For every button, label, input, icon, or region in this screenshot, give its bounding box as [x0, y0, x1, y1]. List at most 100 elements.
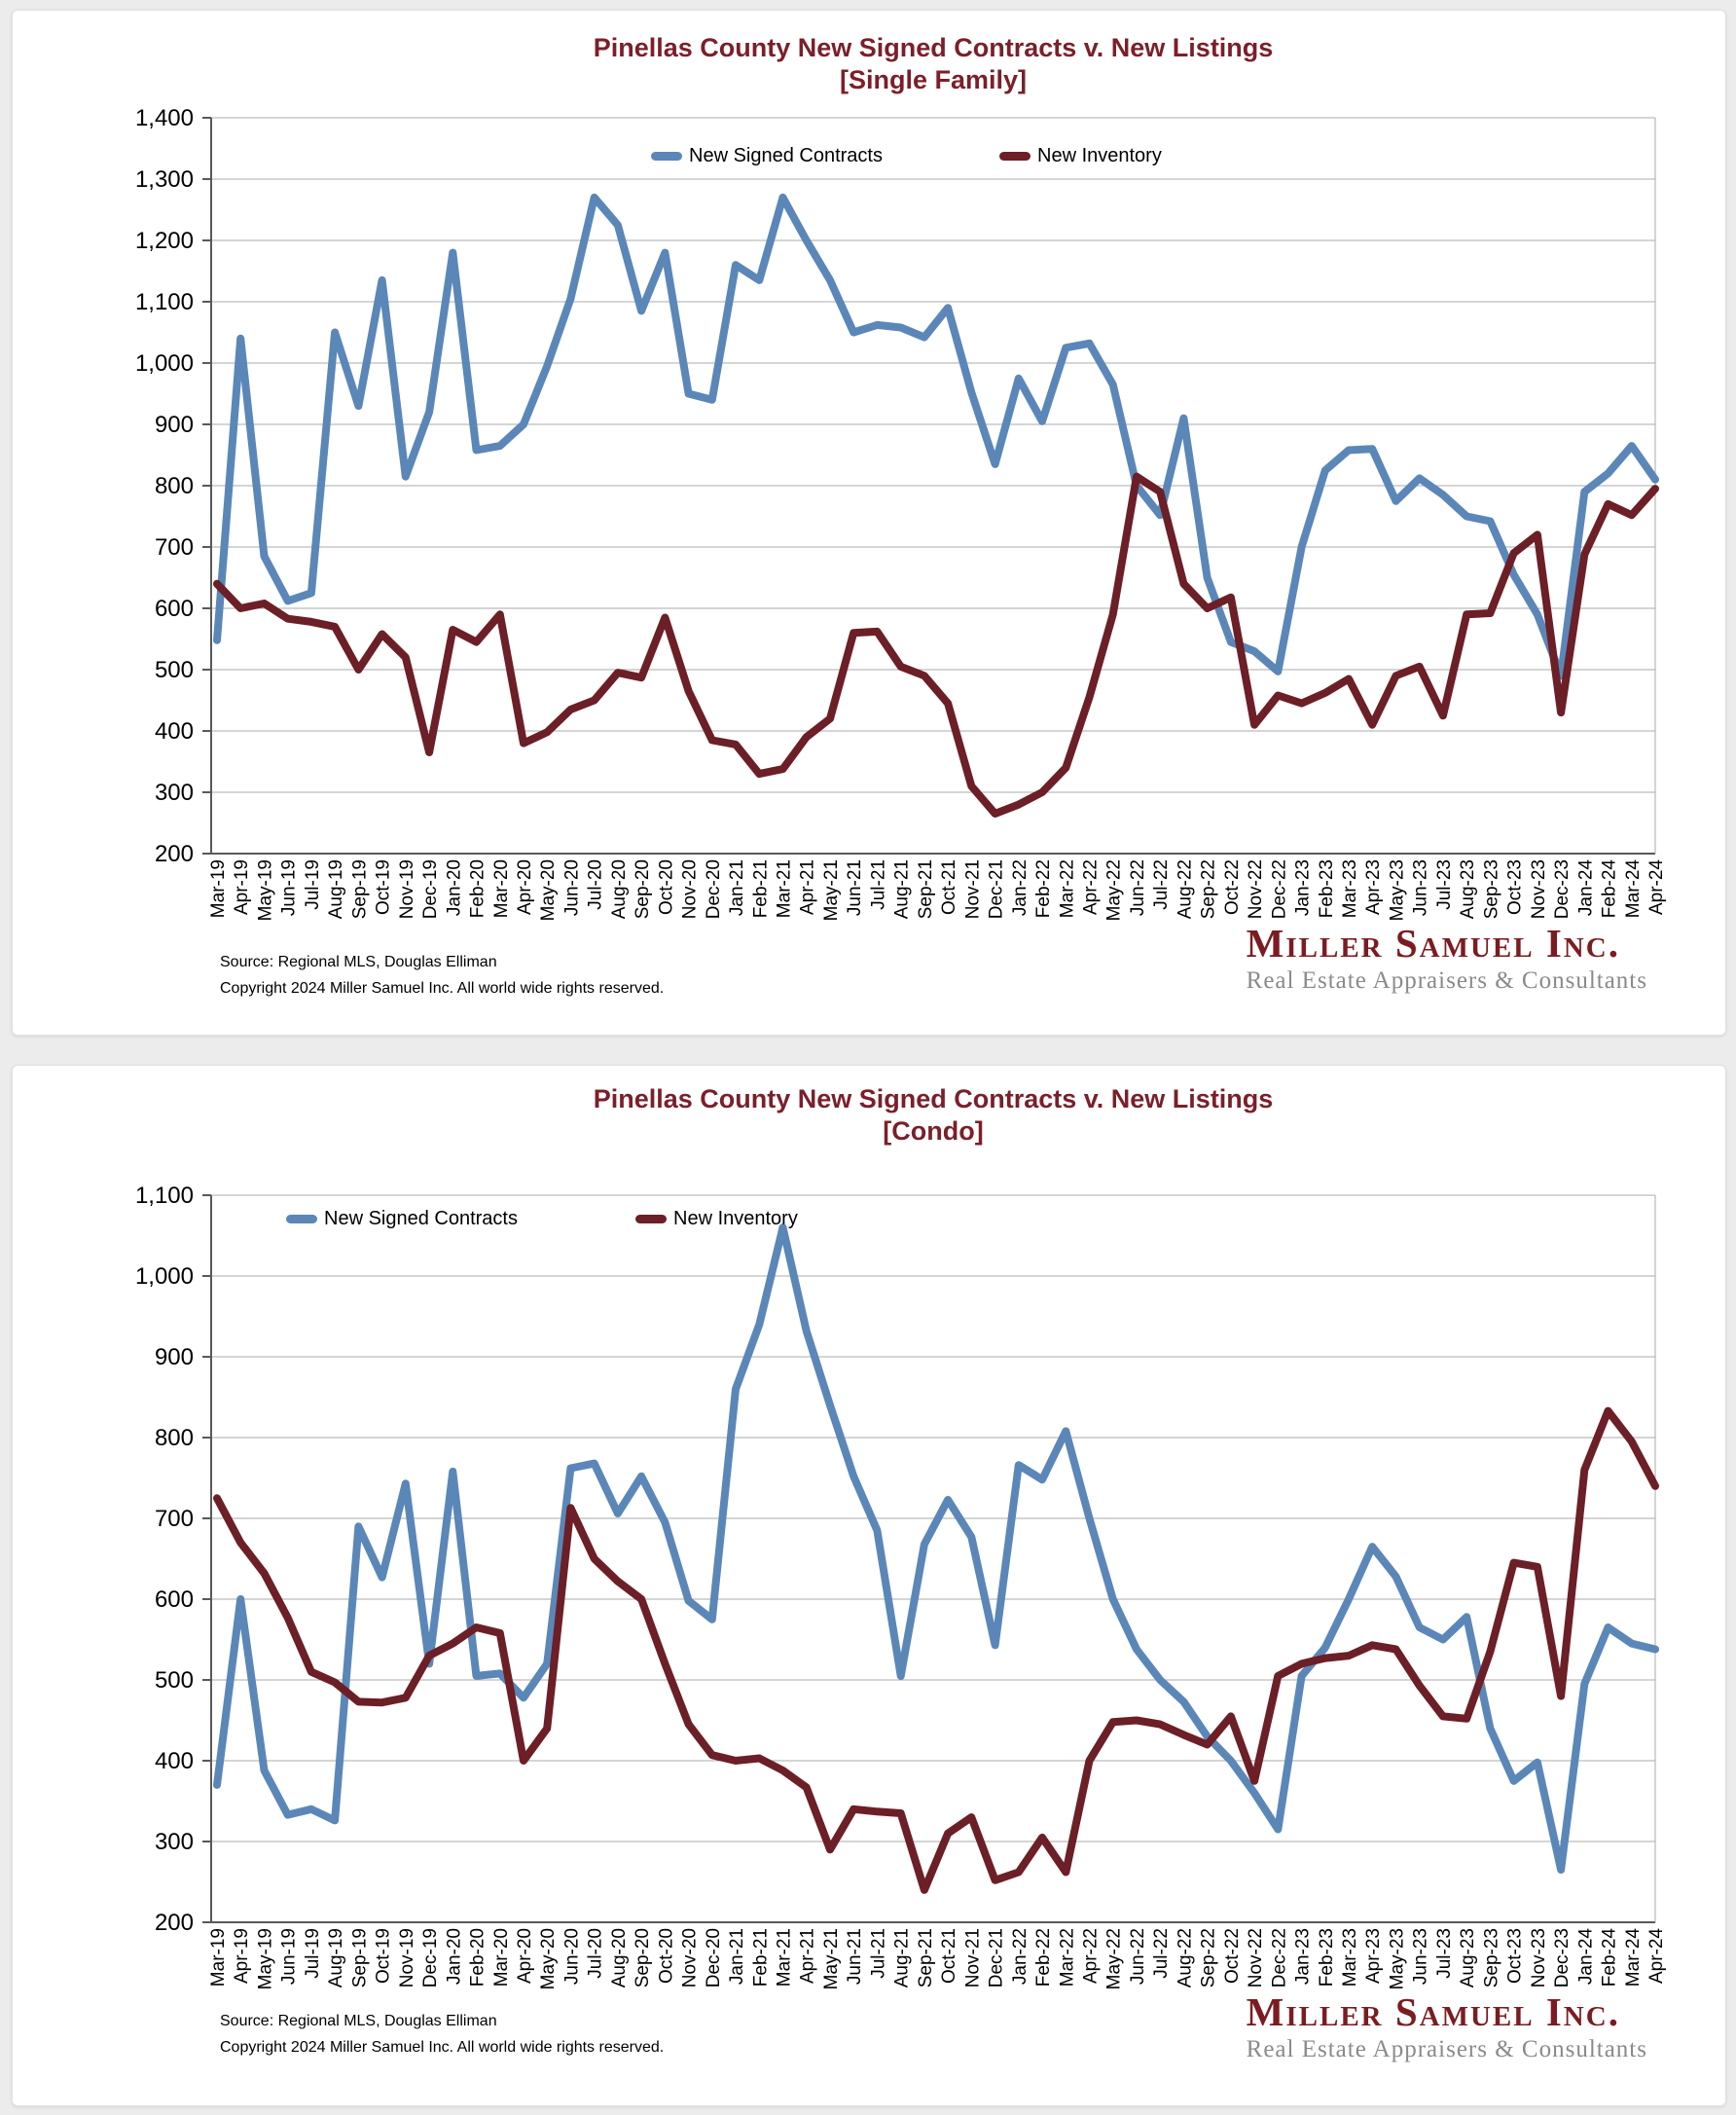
x-tick-label: Jun-20: [561, 1928, 582, 1985]
source-line: Source: Regional MLS, Douglas Elliman: [220, 2013, 497, 2029]
x-tick-label: May-22: [1104, 859, 1125, 921]
legend-item-inventory: New Inventory: [635, 1208, 798, 1229]
x-tick-label: Sep-21: [916, 1928, 936, 1987]
single-family-plot: 1,400 1,300 1,200 1,100 1,000 900 800 700 600 500…: [135, 105, 1667, 921]
copyright-line: Copyright 2024 Miller Samuel Inc. All wo…: [220, 2039, 665, 2056]
x-tick-label: Jan-20: [444, 1928, 464, 1985]
condo-chart-card: Pinellas County New Signed Contracts v. …: [12, 1065, 1726, 2106]
x-tick-label: Apr-23: [1363, 1928, 1384, 1984]
contracts-line-swatch-icon: [286, 1214, 317, 1223]
x-tick-label: Sep-22: [1199, 859, 1219, 919]
chart-title-line1: Pinellas County New Signed Contracts v. …: [593, 1084, 1274, 1113]
y-tick-label: 400: [155, 718, 194, 745]
x-tick-label: Jan-24: [1575, 859, 1596, 917]
x-tick-label: Apr-21: [798, 859, 818, 915]
x-tick-label: Nov-22: [1246, 859, 1266, 919]
y-tick-label: 1,100: [135, 1183, 194, 1209]
legend-label: New Signed Contracts: [689, 144, 883, 166]
y-tick-label: 600: [155, 596, 194, 622]
x-tick-label: Jul-22: [1151, 859, 1172, 910]
y-tick-label: 700: [155, 534, 194, 561]
y-tick-label: 800: [155, 473, 194, 499]
x-tick-label: Mar-22: [1057, 1928, 1077, 1987]
x-tick-label: Dec-21: [987, 859, 1007, 919]
x-tick-label: Aug-21: [892, 1928, 913, 1987]
x-tick-label: Sep-19: [349, 1928, 370, 1987]
x-tick-label: Oct-22: [1222, 859, 1243, 915]
x-tick-label: Feb-24: [1600, 1928, 1620, 1987]
x-tick-label: Oct-21: [939, 1928, 959, 1984]
logo-tagline: Real Estate Appraisers & Consultants: [1246, 2036, 1647, 2062]
x-tick-label: Oct-20: [656, 859, 676, 915]
x-tick-label: Jan-22: [1010, 859, 1031, 916]
chart-footer: Source: Regional MLS, Douglas Elliman Co…: [220, 949, 664, 1002]
x-tick-label: Mar-19: [208, 859, 229, 918]
x-tick-label: Jun-22: [1128, 859, 1148, 916]
x-tick-label: Apr-24: [1646, 859, 1667, 915]
x-tick-label: May-19: [255, 1928, 275, 1989]
x-tick-label: Oct-19: [374, 1928, 394, 1984]
x-tick-label: Nov-19: [397, 1928, 417, 1987]
x-tick-label: May-21: [821, 1928, 842, 1989]
x-tick-label: Jun-19: [279, 859, 300, 916]
copyright-line: Copyright 2024 Miller Samuel Inc. All wo…: [220, 980, 665, 997]
x-tick-label: Apr-20: [515, 859, 535, 915]
x-tick-label: May-19: [255, 859, 275, 921]
legend-label: New Signed Contracts: [324, 1207, 518, 1229]
x-tick-label: Apr-23: [1363, 859, 1384, 915]
x-tick-label: Feb-21: [750, 1928, 771, 1987]
x-tick-label: Dec-21: [987, 1928, 1007, 1987]
x-tick-label: Aug-19: [326, 859, 346, 919]
new-signed-contracts-line: [213, 1223, 1659, 1874]
y-tick-label: 1,400: [135, 105, 194, 131]
x-tick-label: Sep-20: [633, 1928, 653, 1987]
x-tick-label: Oct-20: [656, 1928, 676, 1984]
x-tick-label: Apr-19: [232, 859, 252, 915]
x-tick-label: Nov-23: [1529, 1928, 1549, 1987]
x-tick-label: Apr-24: [1646, 1928, 1667, 1984]
x-tick-label: Mar-22: [1057, 859, 1077, 918]
miller-samuel-logo: Miller Samuel Inc. Real Estate Appraiser…: [1247, 1990, 1647, 2063]
y-tick-label: 1,000: [135, 350, 194, 377]
x-tick-label: Sep-23: [1481, 1928, 1501, 1987]
x-tick-label: Mar-20: [491, 1928, 512, 1987]
x-tick-label: Oct-23: [1505, 1928, 1526, 1984]
y-tick-label: 500: [155, 657, 194, 683]
y-tick-label: 200: [155, 1910, 194, 1936]
x-tick-label: Aug-22: [1175, 859, 1195, 919]
x-tick-label: Dec-23: [1552, 859, 1573, 919]
x-tick-label: Apr-19: [232, 1928, 252, 1984]
x-tick-label: Sep-20: [633, 859, 653, 919]
x-tick-label: Feb-24: [1600, 859, 1620, 919]
y-tick-label: 800: [155, 1425, 194, 1451]
x-tick-label: Jun-22: [1128, 1928, 1148, 1985]
chart-title-line1: Pinellas County New Signed Contracts v. …: [593, 33, 1274, 62]
x-tick-label: Jun-19: [279, 1928, 300, 1985]
x-tick-label: Feb-22: [1033, 1928, 1054, 1987]
legend-item-inventory: New Inventory: [999, 145, 1162, 166]
x-tick-label: Apr-22: [1080, 1928, 1101, 1984]
x-tick-label: Jan-22: [1010, 1928, 1031, 1985]
x-tick-label: May-21: [821, 859, 842, 921]
x-tick-label: May-23: [1387, 859, 1407, 921]
new-signed-contracts-line: [213, 193, 1659, 680]
x-tick-label: Sep-21: [916, 859, 936, 919]
x-tick-label: Mar-23: [1340, 859, 1360, 918]
new-inventory-line: [213, 472, 1659, 818]
miller-samuel-logo: Miller Samuel Inc. Real Estate Appraiser…: [1247, 922, 1647, 995]
x-tick-label: Feb-23: [1317, 1928, 1337, 1987]
x-tick-label: Aug-23: [1458, 859, 1478, 919]
legend-item-contracts: New Signed Contracts: [651, 145, 883, 166]
logo-tagline: Real Estate Appraisers & Consultants: [1246, 967, 1647, 994]
x-tick-label: Jan-21: [727, 1928, 747, 1985]
x-tick-label: Nov-20: [680, 1928, 701, 1987]
logo-name: Miller Samuel Inc.: [1246, 1989, 1620, 2034]
condo-plot: 1,100 1,000 900 800 700 600 500 400 300 200 Mar-19…: [135, 1183, 1667, 1989]
x-tick-label: Jan-24: [1575, 1928, 1596, 1986]
y-tick-label: 600: [155, 1586, 194, 1613]
x-tick-label: Mar-24: [1623, 859, 1644, 919]
x-tick-label: Feb-20: [468, 859, 488, 918]
x-tick-label: Dec-19: [420, 1928, 441, 1987]
x-tick-label: Feb-20: [468, 1928, 488, 1987]
y-tick-label: 900: [155, 412, 194, 438]
